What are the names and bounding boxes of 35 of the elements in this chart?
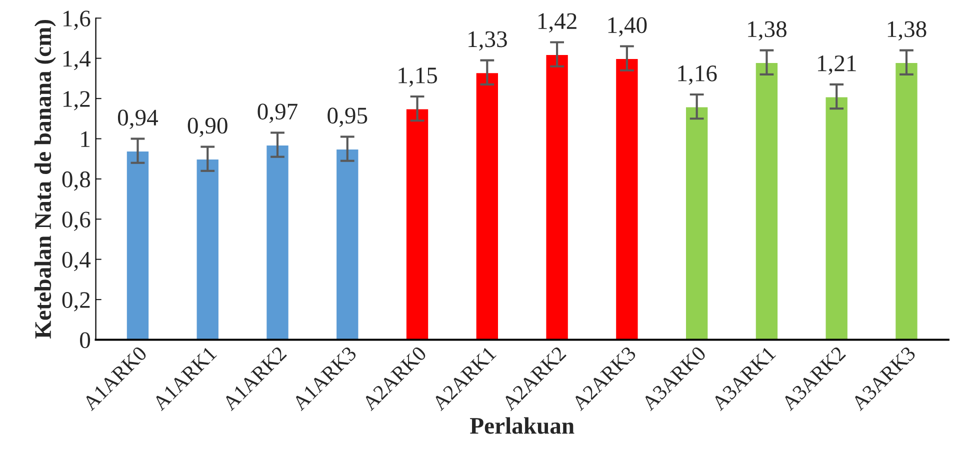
y-tick-label: 1,2	[64, 91, 90, 110]
y-tick-label: 1,4	[64, 50, 91, 70]
y-tick-label: 0,4	[62, 252, 91, 272]
bar	[126, 150, 150, 340]
data-label: 0,97	[258, 104, 298, 123]
y-tick-label: 1,6	[64, 10, 90, 30]
bar	[894, 62, 919, 340]
bar	[195, 158, 220, 340]
y-tick-label: 0,8	[62, 171, 90, 191]
y-tick-label: 1	[81, 131, 90, 147]
data-label: 1,33	[468, 31, 507, 51]
y-axis-title: Ketebalan Nata de banana (cm)	[34, 20, 56, 339]
y-tick-label: 0,2	[62, 292, 90, 312]
data-label: 0,90	[188, 118, 228, 138]
bar	[754, 62, 779, 340]
data-label: 0,94	[118, 110, 158, 129]
bar	[405, 108, 430, 340]
data-label: 1,40	[608, 17, 647, 37]
bar	[335, 148, 360, 340]
bar	[474, 72, 500, 340]
bar	[544, 54, 570, 340]
data-label: 1,15	[398, 68, 438, 87]
bar	[824, 96, 849, 340]
y-tick-label: 0,6	[62, 212, 90, 231]
bar	[684, 106, 710, 340]
data-label: 1,42	[538, 13, 576, 33]
data-label: 1,38	[748, 21, 786, 41]
y-tick-label: 0	[80, 332, 90, 348]
bar	[614, 58, 640, 340]
data-label: 1,21	[818, 55, 856, 75]
bar	[265, 144, 290, 340]
data-label: 0,95	[328, 108, 368, 127]
data-label: 1,38	[888, 21, 926, 41]
data-label: 1,16	[678, 66, 717, 85]
x-axis-title: Perlakuan	[470, 417, 574, 434]
